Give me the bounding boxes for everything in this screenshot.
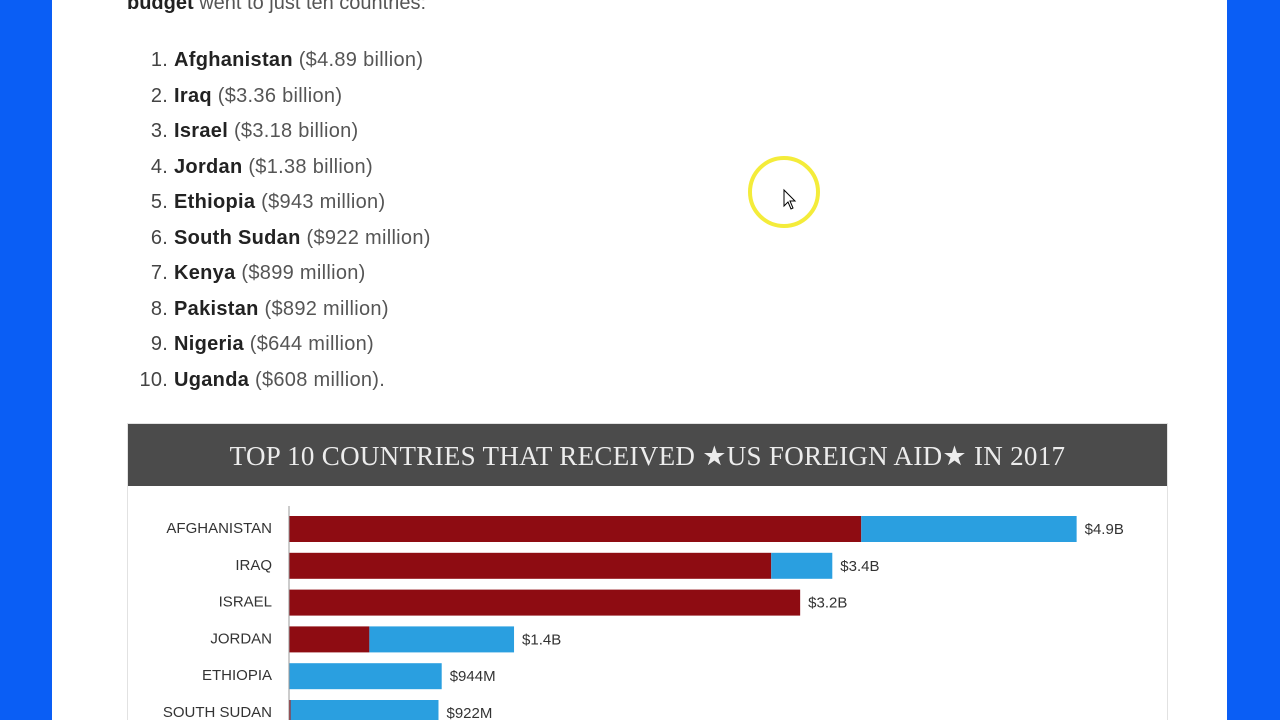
list-item: South Sudan ($922 million): [174, 221, 431, 257]
bar-segment: [289, 663, 442, 690]
list-item: Ethiopia ($943 million): [174, 185, 431, 221]
total-label: $944M: [450, 668, 496, 685]
bar-segment: [290, 700, 439, 720]
chart-image: TOP 10 COUNTRIES THAT RECEIVED ★US FOREI…: [127, 423, 1168, 720]
intro-bold: budget: [127, 0, 194, 14]
country-name: Jordan: [174, 155, 243, 178]
bar-segment: [369, 626, 515, 653]
category-label: SOUTH SUDAN: [163, 704, 272, 720]
intro-text: budget went to just ten countries:: [127, 0, 426, 15]
aid-amount: ($4.89 billion): [298, 49, 424, 71]
total-label: $922M: [446, 705, 492, 720]
bar-area: AFGHANISTAN $4.9B IRAQ $3.4B ISRAEL $3.2B JORD…: [163, 506, 1124, 720]
country-list: Afghanistan ($4.89 billion)Iraq ($3.36 b…: [174, 43, 431, 398]
aid-amount: ($644 million): [249, 333, 375, 355]
category-label: ISRAEL: [219, 594, 272, 611]
country-name: Kenya: [174, 262, 236, 284]
bar-segment: [289, 700, 291, 720]
bar-segment: [289, 552, 772, 579]
list-item: Kenya ($899 million): [174, 256, 431, 292]
country-name: Iraq: [174, 84, 212, 107]
total-label: $3.4B: [840, 558, 879, 575]
list-item: Jordan ($1.38 billion): [174, 150, 431, 186]
country-name: Ethiopia: [174, 191, 256, 213]
list-item: Nigeria ($644 million): [174, 327, 431, 363]
list-item: Uganda ($608 million).: [174, 363, 431, 399]
aid-amount: ($899 million): [241, 262, 366, 284]
category-label: JORDAN: [210, 630, 272, 647]
category-label: ETHIOPIA: [202, 667, 272, 684]
chart-title: TOP 10 COUNTRIES THAT RECEIVED ★US FOREI…: [128, 424, 1167, 486]
bar-segment: [289, 626, 370, 653]
total-label: $4.9B: [1085, 521, 1124, 538]
country-name: South Sudan: [174, 226, 301, 249]
list-item: Israel ($3.18 billion): [174, 114, 431, 150]
aid-amount: ($608 million).: [255, 368, 386, 391]
country-name: Uganda: [174, 368, 250, 391]
article: budget went to just ten countries: Afgha…: [52, 0, 1227, 720]
country-name: Afghanistan: [174, 49, 293, 71]
list-item: Afghanistan ($4.89 billion): [174, 43, 431, 79]
bar-segment: [771, 552, 833, 579]
country-name: Nigeria: [174, 333, 244, 355]
total-label: $3.2B: [808, 595, 847, 612]
country-name: Pakistan: [174, 297, 259, 320]
total-label: $1.4B: [522, 631, 561, 648]
aid-amount: ($922 million): [306, 226, 431, 249]
aid-amount: ($892 million): [264, 297, 389, 320]
category-label: IRAQ: [235, 557, 272, 574]
aid-amount: ($1.38 billion): [248, 155, 373, 178]
list-item: Pakistan ($892 million): [174, 292, 431, 328]
aid-amount: ($3.36 billion): [217, 84, 343, 107]
country-name: Israel: [174, 120, 229, 142]
bar-segment: [289, 516, 862, 542]
aid-amount: ($3.18 billion): [233, 120, 359, 142]
bar-segment: [289, 589, 801, 616]
category-label: AFGHANISTAN: [166, 520, 272, 537]
bar-segment: [861, 516, 1077, 542]
list-item: Iraq ($3.36 billion): [174, 79, 431, 115]
aid-amount: ($943 million): [261, 191, 386, 213]
intro-rest: went to just ten countries:: [199, 0, 427, 14]
